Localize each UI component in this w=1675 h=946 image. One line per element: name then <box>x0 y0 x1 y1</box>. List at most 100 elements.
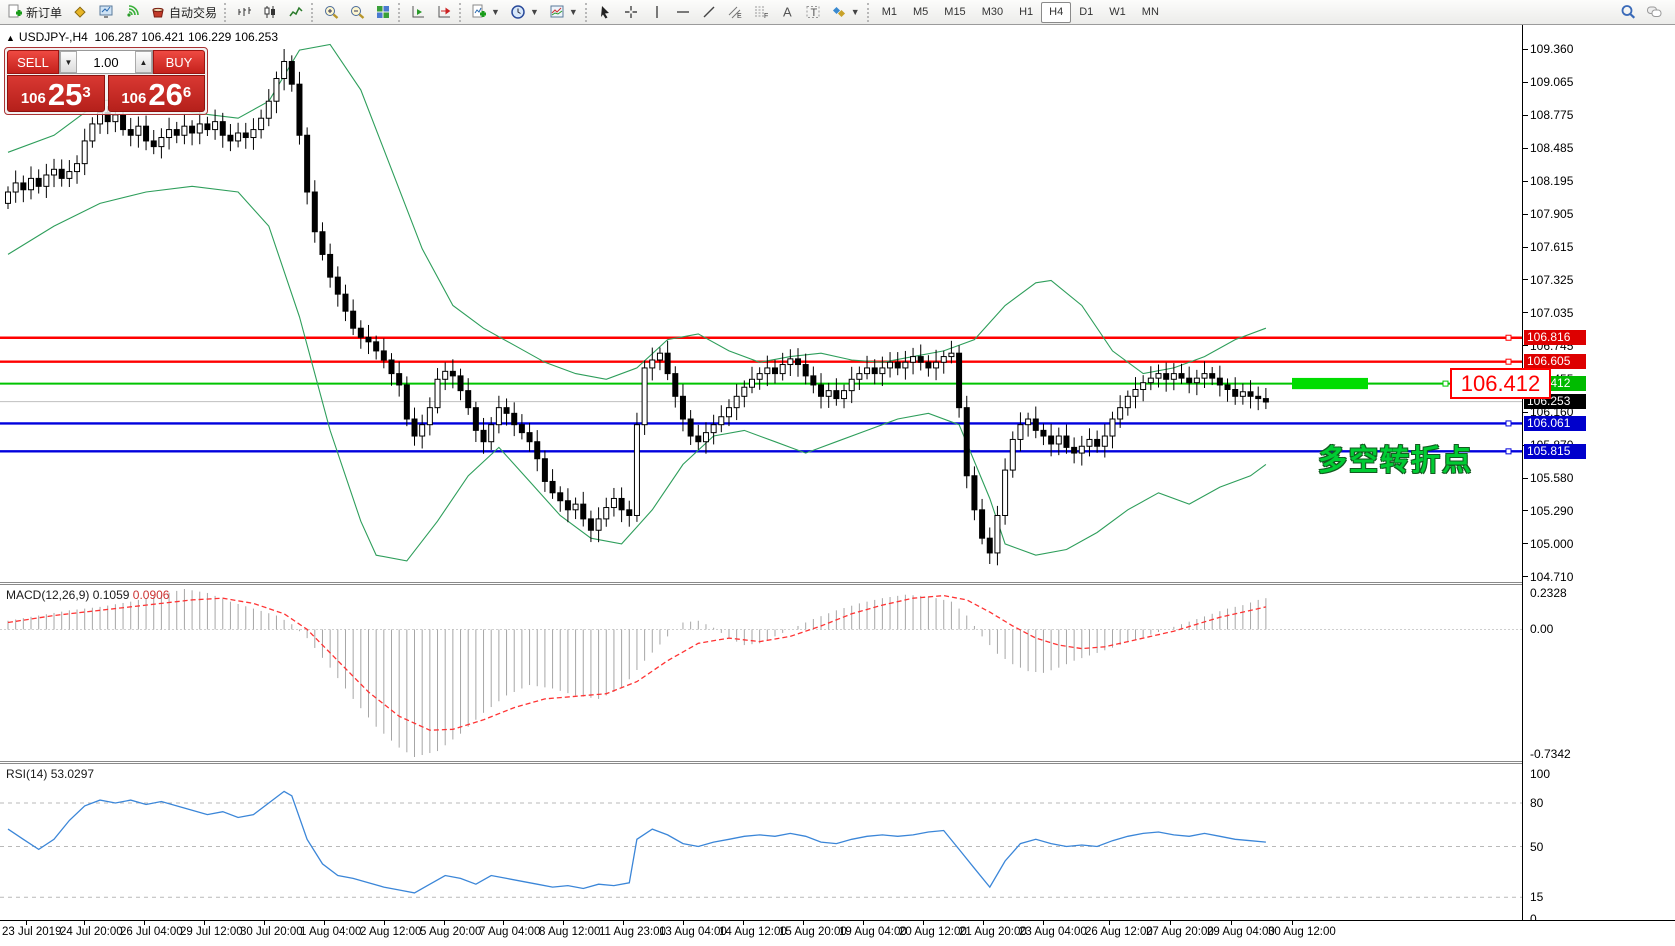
chevron-down-icon[interactable]: ▼ <box>529 7 539 17</box>
chartshift-icon <box>438 6 451 18</box>
timeframe-m15-button[interactable]: M15 <box>944 6 966 18</box>
macd-panel-canvas[interactable] <box>0 585 1522 761</box>
turning-point-annotation[interactable]: 多空转折点 <box>1318 445 1474 477</box>
time-tick-label: 29 Jul 12:00 <box>180 926 243 938</box>
price-tick-mark <box>1523 180 1528 182</box>
time-tick-mark <box>26 921 27 925</box>
rsi-indicator-label: RSI(14) 53.0297 <box>6 767 95 781</box>
template-icon <box>550 5 564 18</box>
timeframe-m5-button[interactable]: M5 <box>913 6 929 18</box>
price-tick-mark <box>1523 312 1528 314</box>
time-tick-mark <box>743 921 744 925</box>
chart-window: ▲ USDJPY-,H4 106.287 106.421 106.229 106.… <box>0 25 1675 946</box>
tile-windows-button[interactable] <box>370 1 396 23</box>
timeframe-h4-button[interactable]: H4 <box>1041 1 1072 23</box>
sell-price-point: 3 <box>82 84 91 101</box>
price-level-tag: 106.816 <box>1524 330 1586 346</box>
zoom-out-button[interactable] <box>344 1 370 23</box>
chevron-down-icon[interactable]: ▼ <box>568 7 578 17</box>
panel-splitter[interactable] <box>0 582 1522 585</box>
fibonacci-button[interactable]: F <box>748 1 774 23</box>
timeframe-m30-button[interactable]: M30 <box>981 6 1004 18</box>
price-tick-label: 109.360 <box>1530 42 1574 56</box>
periods-button[interactable]: ▼ <box>505 1 544 23</box>
rsi-panel-canvas[interactable] <box>0 764 1522 920</box>
volume-increase-button[interactable]: ▲ <box>135 51 152 73</box>
vertical-line-button[interactable] <box>644 1 670 23</box>
candlestick-chart-button[interactable] <box>257 1 283 23</box>
toolbar-separator <box>224 2 229 22</box>
arrows-button[interactable]: ▼ <box>826 1 865 23</box>
search-button[interactable] <box>1615 1 1641 23</box>
buy-price-display[interactable]: 106 26 6 <box>107 75 205 112</box>
time-tick-label: 26 Aug 12:00 <box>1085 926 1153 938</box>
time-tick-mark <box>1231 921 1232 925</box>
time-tick-label: 27 Aug 20:00 <box>1146 926 1214 938</box>
macd-scale-max: 0.2328 <box>1530 586 1567 600</box>
price-tick-label: 109.065 <box>1530 75 1574 90</box>
signals-button[interactable] <box>119 1 145 23</box>
chart-shift-button[interactable] <box>431 1 457 23</box>
sell-price-display[interactable]: 106 25 3 <box>7 75 105 112</box>
horizontal-line-button[interactable] <box>670 1 696 23</box>
price-tick-label: 107.905 <box>1530 207 1574 222</box>
timeframe-mn-button[interactable]: MN <box>1141 6 1159 18</box>
text-button[interactable]: A <box>774 1 800 23</box>
signal-icon <box>127 5 139 17</box>
price-tick-label: 107.035 <box>1530 305 1574 320</box>
timeframe-h1-button[interactable]: H1 <box>1019 6 1034 18</box>
cursor-button[interactable] <box>592 1 618 23</box>
volume-decrease-button[interactable]: ▼ <box>60 51 77 73</box>
timeframe-d1-button[interactable]: D1 <box>1079 6 1094 18</box>
price-tick-mark <box>1523 543 1528 545</box>
bar-chart-button[interactable] <box>231 1 257 23</box>
price-tick-label: 105.000 <box>1530 536 1574 551</box>
price-tick-label: 104.710 <box>1530 569 1574 584</box>
price-axis[interactable]: 109.360 109.065 108.775 108.485 108.195 107.9… <box>1522 25 1675 926</box>
templates-button[interactable]: ▼ <box>544 1 583 23</box>
toolbar-separator <box>459 2 464 22</box>
time-tick-label: 26 Jul 04:00 <box>120 926 183 938</box>
price-tick-mark <box>1523 477 1528 479</box>
indicators-button[interactable]: ▼ <box>466 1 505 23</box>
cursor-icon <box>600 6 609 19</box>
zoomout-icon <box>351 6 365 19</box>
timeframe-w1-button[interactable]: W1 <box>1109 6 1126 18</box>
rsi-scale-label: 15 <box>1530 890 1544 905</box>
chat-button[interactable] <box>1641 1 1667 23</box>
price-tick-mark <box>1523 279 1528 281</box>
price-chart-canvas[interactable] <box>0 25 1522 583</box>
autotrading-button[interactable]: 自动交易 <box>145 1 222 23</box>
time-tick-label: 20 Aug 12:00 <box>899 926 967 938</box>
time-tick-label: 30 Jul 20:00 <box>240 926 303 938</box>
volume-input[interactable] <box>77 51 135 73</box>
chevron-down-icon[interactable]: ▼ <box>491 7 500 17</box>
mql5-button[interactable] <box>67 1 93 23</box>
trendline-button[interactable] <box>696 1 722 23</box>
time-tick-label: 11 Aug 23:00 <box>599 926 666 938</box>
chevron-down-icon[interactable]: ▼ <box>850 7 860 17</box>
buy-button[interactable]: BUY <box>153 50 205 74</box>
timeframe-m1-button[interactable]: M1 <box>881 6 897 18</box>
zoom-in-button[interactable] <box>318 1 344 23</box>
sell-button[interactable]: SELL <box>7 50 59 74</box>
collapse-arrow-icon[interactable]: ▲ <box>6 33 15 43</box>
time-tick-mark <box>683 921 684 925</box>
panel-splitter[interactable] <box>0 761 1522 764</box>
buy-price-figure: 106 <box>121 90 147 107</box>
channel-button[interactable]: E <box>722 1 748 23</box>
metaeditor-button[interactable] <box>93 1 119 23</box>
line-chart-button[interactable] <box>283 1 309 23</box>
crosshair-button[interactable] <box>618 1 644 23</box>
svg-text:T: T <box>810 7 817 19</box>
time-axis[interactable]: 23 Jul 2019 24 Jul 20:00 26 Jul 04:00 29 Ju… <box>0 920 1675 946</box>
svg-text:A: A <box>783 5 792 20</box>
autoscroll-icon <box>412 6 425 18</box>
text-label-button[interactable]: T <box>800 1 826 23</box>
price-tick-mark <box>1523 114 1528 116</box>
price-tick-mark <box>1523 81 1528 83</box>
price-callout-box[interactable]: 106.412 <box>1450 368 1551 399</box>
new-order-button[interactable]: 新订单 <box>2 1 67 23</box>
auto-scroll-button[interactable] <box>405 1 431 23</box>
